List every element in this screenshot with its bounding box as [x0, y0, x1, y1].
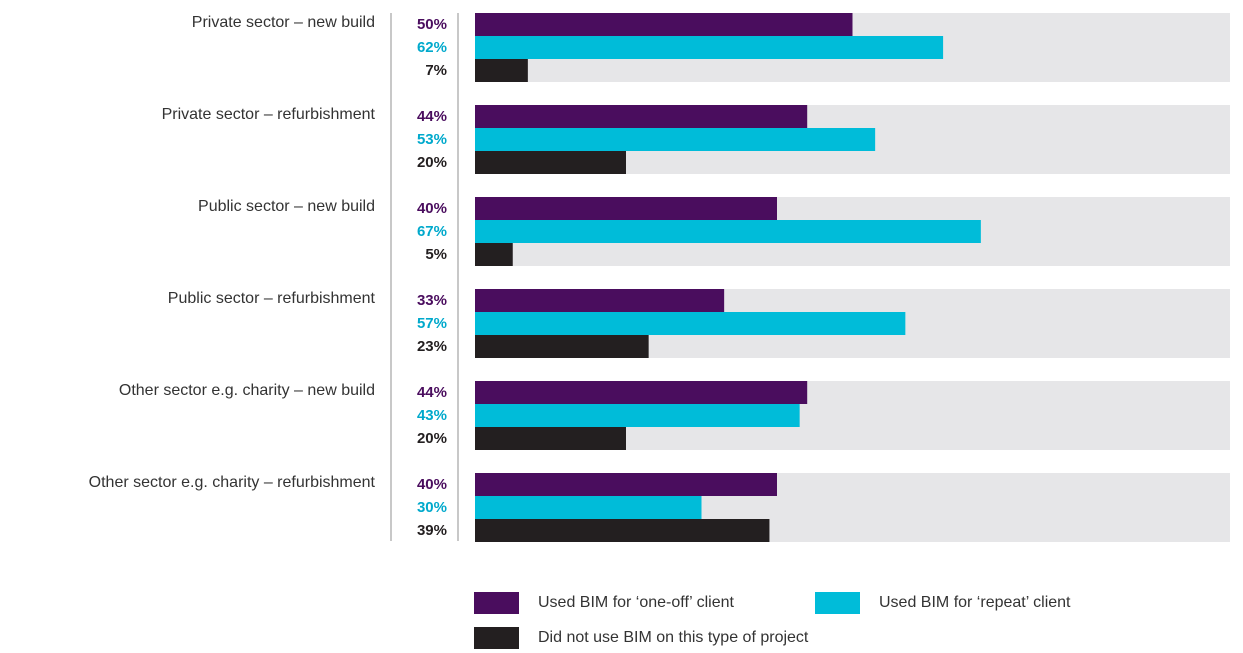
value-label-no-bim-private-sector-refurbishment: 20% — [416, 154, 447, 171]
bar-repeat-other-sector-e-g-charity-new-build — [475, 404, 800, 427]
value-label-one-off-other-sector-e-g-charity-refurbishment: 40% — [416, 476, 447, 493]
legend-item-one-off: Used BIM for ‘one-off’ client — [474, 592, 734, 614]
bar-no-bim-other-sector-e-g-charity-refurbishment — [475, 519, 770, 542]
bar-one-off-public-sector-new-build — [475, 197, 777, 220]
category-label-public-sector-new-build: Public sector – new build — [198, 198, 375, 215]
bar-one-off-public-sector-refurbishment — [475, 289, 725, 312]
value-label-repeat-other-sector-e-g-charity-refurbishment: 30% — [416, 499, 447, 516]
value-label-one-off-private-sector-refurbishment: 44% — [416, 108, 447, 125]
legend-swatch-repeat — [815, 592, 860, 614]
value-label-one-off-public-sector-refurbishment: 33% — [416, 292, 447, 309]
value-label-one-off-public-sector-new-build: 40% — [416, 200, 447, 217]
legend-label-no-bim: Did not use BIM on this type of project — [538, 629, 809, 646]
bar-no-bim-public-sector-new-build — [475, 243, 513, 266]
value-label-repeat-other-sector-e-g-charity-new-build: 43% — [416, 407, 447, 424]
bar-one-off-other-sector-e-g-charity-refurbishment — [475, 473, 777, 496]
legend-swatch-one-off — [474, 592, 519, 614]
value-label-one-off-other-sector-e-g-charity-new-build: 44% — [416, 384, 447, 401]
value-label-repeat-private-sector-refurbishment: 53% — [416, 131, 447, 148]
bar-no-bim-other-sector-e-g-charity-new-build — [475, 427, 626, 450]
bar-no-bim-private-sector-new-build — [475, 59, 528, 82]
bar-repeat-other-sector-e-g-charity-refurbishment — [475, 496, 702, 519]
bar-repeat-private-sector-new-build — [475, 36, 944, 59]
category-label-private-sector-refurbishment: Private sector – refurbishment — [161, 106, 375, 123]
legend-label-repeat: Used BIM for ‘repeat’ client — [879, 594, 1071, 611]
category-label-private-sector-new-build: Private sector – new build — [191, 14, 375, 31]
bar-one-off-private-sector-refurbishment — [475, 105, 808, 128]
value-label-one-off-private-sector-new-build: 50% — [416, 16, 447, 33]
value-label-no-bim-public-sector-new-build: 5% — [425, 246, 447, 263]
value-label-repeat-private-sector-new-build: 62% — [416, 39, 447, 56]
category-label-other-sector-e-g-charity-new-build: Other sector e.g. charity – new build — [118, 382, 375, 399]
bar-one-off-other-sector-e-g-charity-new-build — [475, 381, 808, 404]
legend-item-no-bim: Did not use BIM on this type of project — [474, 627, 808, 649]
legend-label-one-off: Used BIM for ‘one-off’ client — [538, 594, 734, 611]
bar-repeat-public-sector-refurbishment — [475, 312, 906, 335]
category-label-public-sector-refurbishment: Public sector – refurbishment — [167, 290, 375, 307]
value-label-no-bim-private-sector-new-build: 7% — [425, 62, 447, 79]
bar-no-bim-public-sector-refurbishment — [475, 335, 649, 358]
bar-repeat-public-sector-new-build — [475, 220, 981, 243]
category-label-other-sector-e-g-charity-refurbishment: Other sector e.g. charity – refurbishmen… — [88, 474, 375, 491]
value-label-no-bim-public-sector-refurbishment: 23% — [416, 338, 447, 355]
value-label-repeat-public-sector-refurbishment: 57% — [416, 315, 447, 332]
bar-one-off-private-sector-new-build — [475, 13, 853, 36]
value-label-no-bim-other-sector-e-g-charity-new-build: 20% — [416, 430, 447, 447]
bar-repeat-private-sector-refurbishment — [475, 128, 876, 151]
legend-item-repeat: Used BIM for ‘repeat’ client — [815, 592, 1070, 614]
value-label-repeat-public-sector-new-build: 67% — [416, 223, 447, 240]
value-label-no-bim-other-sector-e-g-charity-refurbishment: 39% — [416, 522, 447, 539]
legend-swatch-no-bim — [474, 627, 519, 649]
bar-no-bim-private-sector-refurbishment — [475, 151, 626, 174]
